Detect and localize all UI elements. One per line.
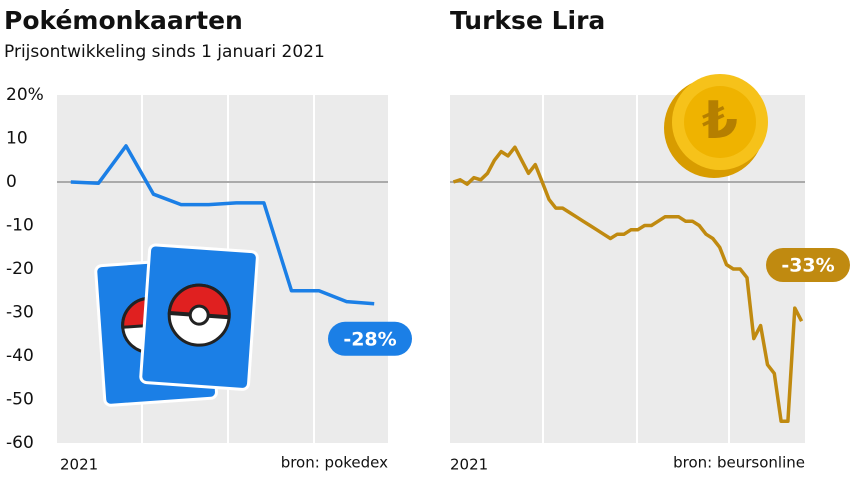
callout-pill — [328, 321, 412, 356]
data-line — [452, 145, 804, 424]
callout-label: -28% — [343, 328, 396, 350]
chart-title: Pokémonkaarten — [4, 6, 243, 35]
y-tick-label: -20 — [6, 259, 34, 279]
chart-subtitle: Prijsontwikkeling sinds 1 januari 2021 — [4, 42, 325, 62]
chart-title: Turkse Lira — [450, 6, 605, 35]
data-line — [70, 144, 375, 306]
y-tick-label: 20% — [6, 85, 44, 105]
cards-illustration — [94, 243, 259, 407]
y-tick-label: -50 — [6, 390, 34, 410]
y-tick-label: -30 — [6, 303, 34, 323]
source: bron: beursonline — [673, 454, 805, 472]
callout-label: -33% — [781, 255, 834, 277]
y-tick-label: 0 — [6, 172, 17, 192]
svg-text:₺: ₺ — [702, 91, 738, 151]
y-tick-label: -40 — [6, 346, 34, 366]
source: bron: pokedex — [281, 454, 388, 472]
x-start-label: 2021 — [450, 456, 488, 474]
x-start-label: 2021 — [60, 456, 98, 474]
coin-illustration: ₺ — [664, 74, 768, 178]
callout-pill — [766, 248, 850, 282]
y-tick-label: -60 — [6, 433, 34, 453]
y-tick-label: 10 — [6, 129, 28, 149]
y-tick-label: -10 — [6, 216, 34, 236]
